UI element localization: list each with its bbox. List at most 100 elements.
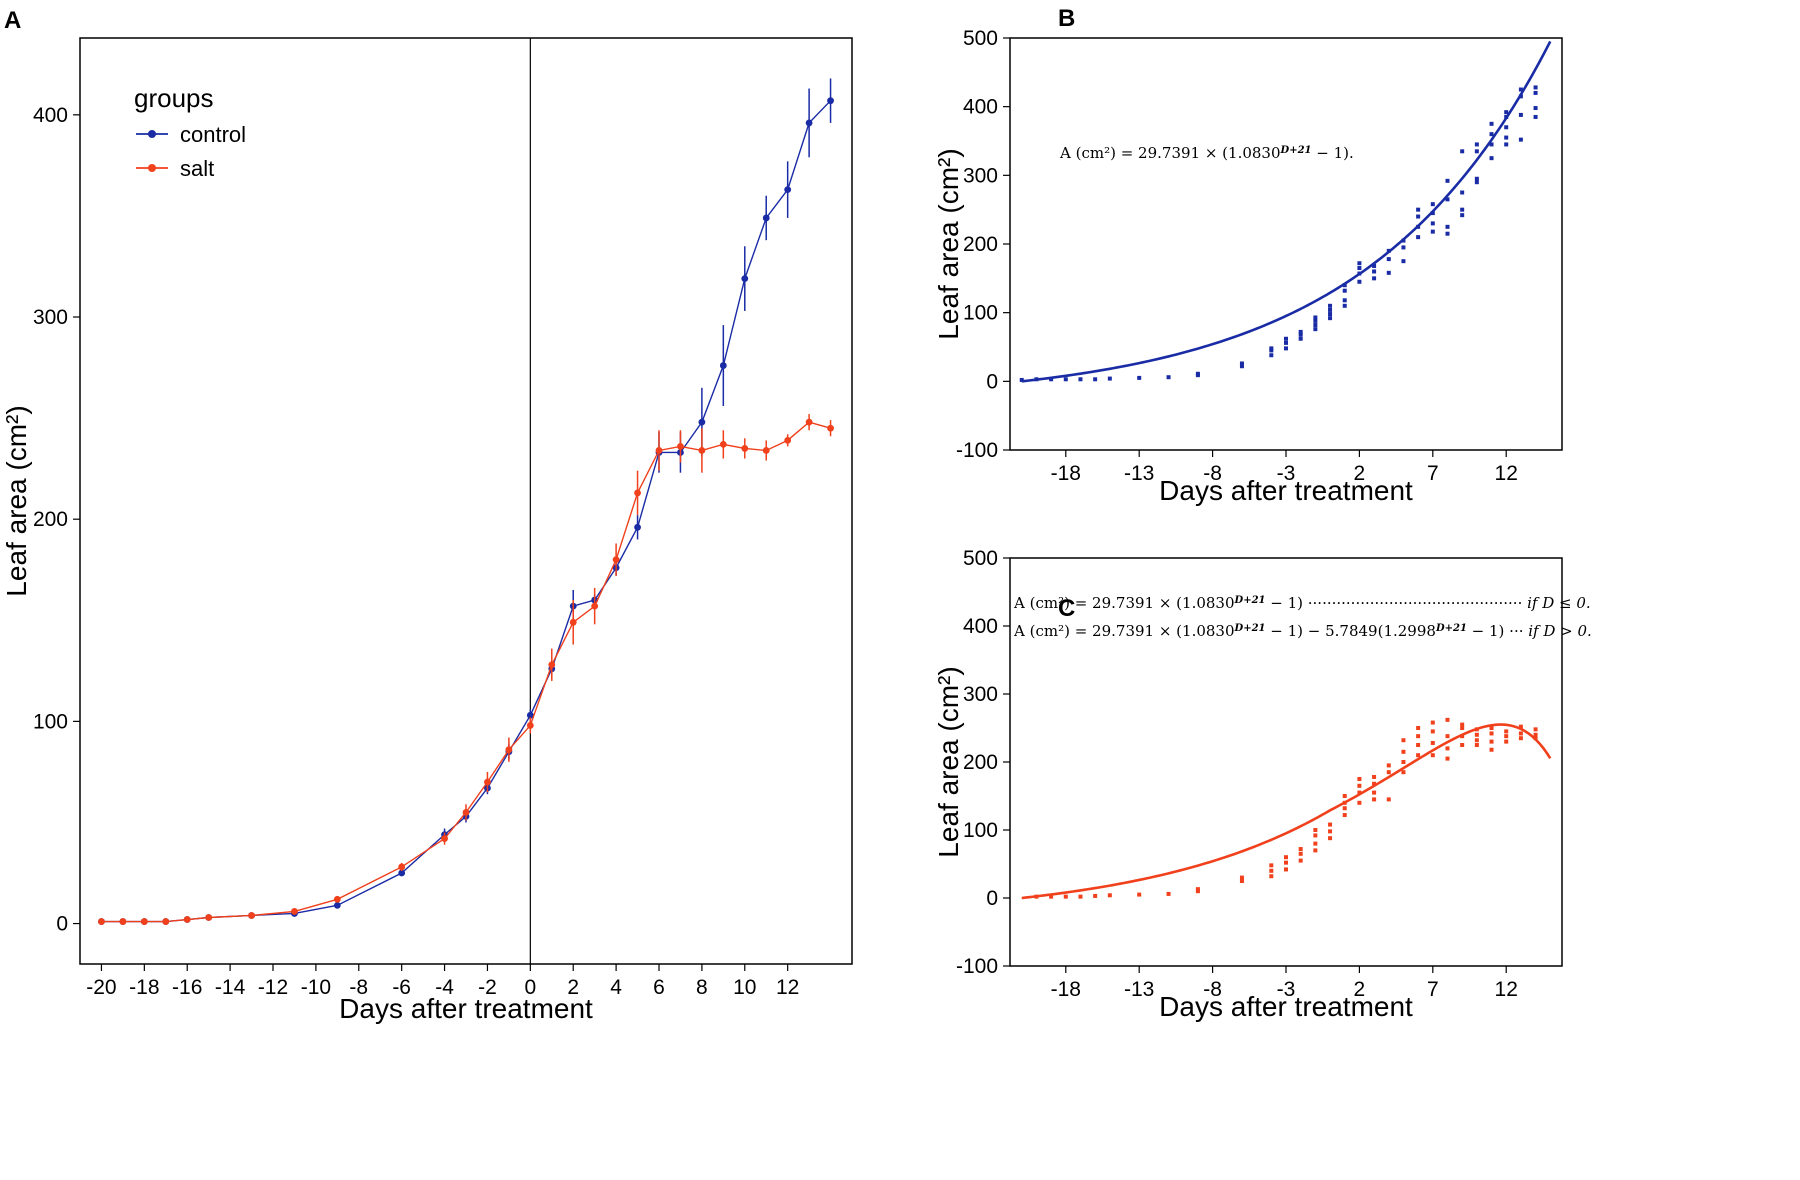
data-point bbox=[1372, 269, 1377, 274]
y-tick-label: 200 bbox=[963, 233, 998, 256]
x-tick-label: -6 bbox=[392, 976, 411, 999]
data-point bbox=[1078, 894, 1083, 899]
data-point bbox=[1518, 137, 1523, 142]
data-point bbox=[1416, 753, 1421, 758]
data-point bbox=[1313, 833, 1318, 838]
data-point bbox=[655, 447, 663, 454]
y-tick-label: -100 bbox=[956, 955, 998, 978]
data-point bbox=[1533, 106, 1538, 111]
x-tick-label: -13 bbox=[1124, 978, 1154, 1001]
data-point bbox=[1328, 836, 1333, 841]
data-point bbox=[1049, 894, 1054, 899]
data-point bbox=[1093, 377, 1098, 382]
data-point bbox=[205, 914, 213, 921]
data-point bbox=[634, 489, 641, 497]
data-point bbox=[1342, 813, 1347, 818]
data-point bbox=[1489, 142, 1494, 147]
data-point bbox=[1078, 377, 1083, 382]
data-point bbox=[1386, 770, 1391, 775]
plot-frame bbox=[1009, 37, 1563, 451]
y-tick-label: -100 bbox=[956, 439, 998, 462]
legend-item-salt: salt bbox=[136, 156, 214, 181]
data-point bbox=[1313, 315, 1318, 320]
y-tick-label: 100 bbox=[33, 710, 68, 733]
data-point bbox=[1195, 887, 1200, 892]
x-tick-label: -8 bbox=[1203, 978, 1222, 1001]
data-point bbox=[1328, 829, 1333, 834]
scatter-points bbox=[1034, 717, 1538, 899]
data-point bbox=[612, 556, 620, 564]
data-point bbox=[1518, 724, 1523, 729]
data-point bbox=[1313, 323, 1318, 328]
fit-curve bbox=[1021, 40, 1552, 383]
legend-marker bbox=[148, 164, 156, 172]
data-point bbox=[719, 440, 727, 448]
data-point bbox=[1328, 312, 1333, 317]
data-point bbox=[1460, 743, 1465, 747]
panel-b-chart: -18 -13 -8 -3 2 7 12 -100 0 100 200 300 400 500 Days a… bbox=[933, 27, 1563, 506]
data-point bbox=[1386, 270, 1391, 275]
data-point bbox=[1445, 178, 1450, 183]
data-point bbox=[398, 869, 406, 877]
data-point bbox=[333, 895, 341, 903]
data-point bbox=[484, 778, 491, 786]
data-point bbox=[1357, 783, 1362, 788]
data-point bbox=[1137, 892, 1142, 897]
data-point bbox=[698, 447, 706, 454]
data-point bbox=[1445, 734, 1450, 739]
data-point bbox=[1239, 879, 1244, 883]
series-line-control bbox=[101, 100, 832, 923]
data-point bbox=[1342, 794, 1347, 798]
fit-equation-1: A (cm²) = 29.7391 × (1.0830D+21 − 1) ···… bbox=[1013, 594, 1591, 612]
panel-c-chart: -18 -13 -8 -3 2 7 12 -100 0 100 200 300 400 500 Days a… bbox=[933, 547, 1592, 1022]
x-tick-label: -8 bbox=[349, 976, 368, 999]
x-axis-title: Days after treatment bbox=[339, 993, 593, 1024]
panel-b-letter: B bbox=[1058, 5, 1075, 32]
y-tick-label: 400 bbox=[33, 104, 68, 127]
data-point bbox=[441, 835, 448, 843]
x-tick-label: -20 bbox=[86, 976, 116, 999]
panel-a-chart: -20 -18 -16 -14 -12 -10 -8 -6 -4 -2 0 2 4 6 8 10 1201002… bbox=[1, 37, 853, 1024]
data-point bbox=[1416, 235, 1421, 240]
x-tick-label: -3 bbox=[1277, 978, 1296, 1001]
data-point bbox=[1401, 760, 1406, 764]
data-point bbox=[248, 912, 255, 919]
data-point bbox=[1533, 85, 1538, 90]
data-point bbox=[1474, 732, 1479, 737]
data-point bbox=[1342, 298, 1347, 303]
data-point bbox=[1328, 307, 1333, 312]
data-point bbox=[1063, 894, 1068, 899]
data-point bbox=[1284, 336, 1288, 341]
data-point bbox=[1107, 893, 1112, 898]
x-tick-label: -3 bbox=[1277, 462, 1296, 485]
data-point bbox=[526, 722, 534, 729]
x-axis-title: Days after treatment bbox=[1159, 475, 1413, 506]
data-point bbox=[1460, 722, 1465, 727]
data-point bbox=[1239, 875, 1244, 880]
x-tick-label: 12 bbox=[1495, 978, 1518, 1001]
data-point bbox=[677, 443, 684, 450]
data-point bbox=[1284, 855, 1288, 860]
data-point bbox=[1372, 276, 1377, 281]
data-point bbox=[634, 523, 641, 531]
y-tick-label: 300 bbox=[963, 683, 998, 706]
data-point bbox=[1489, 731, 1494, 736]
y-tick-label: 0 bbox=[986, 370, 998, 393]
y-tick-label: 100 bbox=[963, 819, 998, 842]
data-point bbox=[1019, 377, 1024, 382]
y-tick-label: 200 bbox=[33, 508, 68, 531]
y-tick-label: 300 bbox=[963, 164, 998, 187]
data-point bbox=[1342, 288, 1347, 293]
data-point bbox=[1239, 364, 1244, 369]
x-tick-label: -14 bbox=[215, 976, 246, 999]
x-tick-label: 12 bbox=[1495, 462, 1518, 485]
data-point bbox=[1269, 868, 1274, 873]
y-tick-label: 200 bbox=[963, 751, 998, 774]
x-tick-label: 12 bbox=[776, 976, 799, 999]
series-control bbox=[98, 78, 834, 925]
data-point bbox=[1313, 841, 1318, 846]
y-tick-label: 400 bbox=[963, 615, 998, 638]
fit-equation: A (cm²) = 29.7391 × (1.0830D+21 − 1). bbox=[1059, 144, 1354, 162]
data-point bbox=[1504, 125, 1509, 130]
data-point bbox=[1474, 149, 1479, 154]
